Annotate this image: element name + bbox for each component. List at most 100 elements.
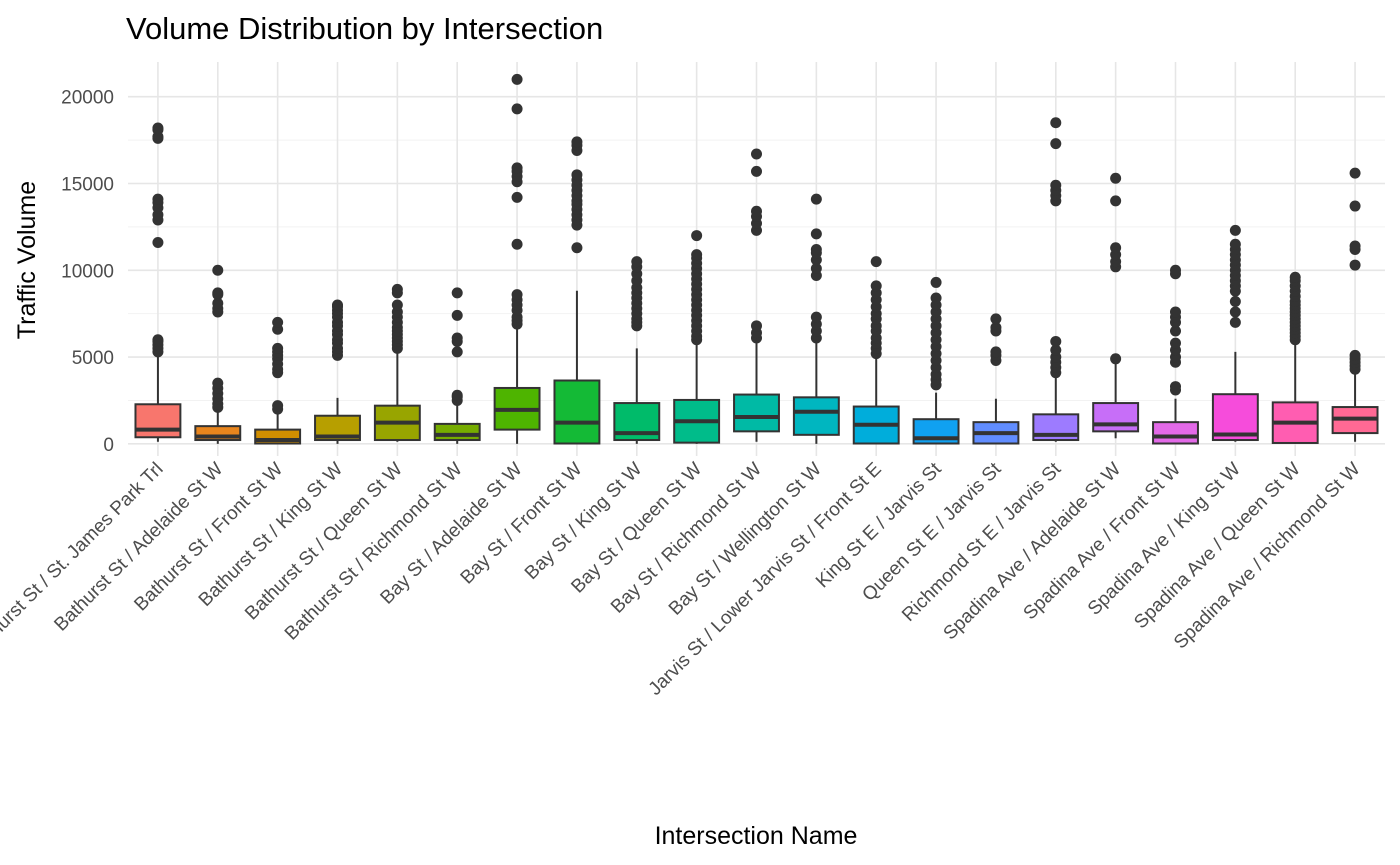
outlier-point (1050, 335, 1062, 347)
outlier-point (152, 334, 164, 346)
outlier-point (1349, 240, 1361, 252)
outlier-point (691, 230, 703, 242)
outlier-point (511, 238, 523, 250)
box-series (134, 73, 1379, 445)
outlier-point (1170, 325, 1181, 337)
outlier-point (990, 313, 1002, 325)
chart-title: Volume Distribution by Intersection (126, 11, 603, 46)
box-group (1032, 117, 1080, 442)
box-group (1211, 224, 1259, 442)
outlier-point (1110, 172, 1122, 184)
outlier-point (1349, 259, 1361, 271)
y-tick-label: 5000 (72, 348, 114, 369)
outlier-point (691, 249, 703, 261)
outlier-point (152, 237, 164, 249)
outlier-point (810, 263, 822, 275)
y-tick-label: 20000 (61, 88, 114, 109)
outlier-point (1349, 349, 1361, 361)
outlier-point (511, 289, 523, 301)
outlier-point (1349, 167, 1361, 179)
outlier-point (990, 322, 1002, 334)
box-group (373, 283, 421, 442)
box-group (493, 73, 541, 444)
x-tick-label: Bathurst St / St. James Park Trl (0, 459, 167, 661)
outlier-point (152, 122, 164, 134)
box (733, 393, 780, 433)
outlier-point (1050, 117, 1062, 129)
y-axis-title: Traffic Volume (13, 181, 41, 339)
box-group (254, 316, 302, 445)
outlier-point (751, 148, 762, 160)
box (553, 379, 601, 445)
outlier-point (451, 309, 463, 321)
box (433, 422, 481, 442)
outlier-point (332, 299, 343, 311)
outlier-point (810, 311, 822, 323)
outlier-point (1110, 242, 1122, 254)
y-tick-label: 0 (103, 435, 114, 456)
outlier-point (571, 169, 583, 181)
outlier-point (930, 276, 942, 288)
outlier-point (1170, 381, 1181, 393)
outlier-point (212, 287, 224, 299)
outlier-point (1229, 306, 1241, 318)
outlier-point (511, 162, 523, 174)
box-group (673, 230, 721, 444)
box-group (792, 193, 840, 444)
y-tick-label: 15000 (61, 174, 114, 195)
box (134, 403, 182, 439)
outlier-point (1229, 316, 1241, 328)
box-group (194, 264, 242, 444)
box-group (972, 313, 1020, 445)
outlier-point (451, 332, 463, 344)
outlier-point (810, 193, 822, 205)
box-group (613, 256, 661, 444)
box-group (134, 122, 182, 442)
outlier-point (391, 283, 403, 295)
outlier-point (571, 242, 583, 254)
box (1152, 421, 1199, 445)
outlier-point (1050, 344, 1062, 356)
box (1092, 402, 1140, 433)
box-group (1092, 172, 1140, 439)
outlier-point (212, 264, 224, 276)
outlier-point (810, 228, 822, 240)
outlier-point (1170, 337, 1181, 349)
outlier-point (272, 316, 284, 328)
outlier-point (451, 389, 463, 401)
outlier-point (930, 292, 942, 304)
y-tick-label: 10000 (61, 261, 114, 282)
outlier-point (751, 320, 762, 332)
outlier-point (511, 191, 523, 203)
outlier-point (571, 136, 583, 148)
outlier-point (870, 256, 882, 268)
box-group (553, 136, 601, 445)
outlier-point (751, 205, 762, 217)
outlier-point (391, 299, 403, 311)
box-group (912, 276, 960, 445)
box-group (1271, 271, 1319, 444)
y-axis: 0 5000 10000 15000 20000 (61, 88, 114, 456)
outlier-point (1050, 179, 1062, 191)
box (1211, 393, 1259, 442)
outlier-point (870, 280, 882, 292)
outlier-point (990, 346, 1002, 358)
box-group (852, 256, 900, 445)
x-axis-title: Intersection Name (655, 822, 858, 850)
outlier-point (272, 342, 284, 354)
outlier-point (212, 377, 224, 389)
box-group (733, 148, 780, 442)
outlier-point (810, 243, 822, 255)
outlier-point (451, 287, 463, 299)
outlier-point (1170, 264, 1181, 276)
outlier-point (451, 346, 463, 358)
outlier-point (751, 165, 762, 177)
box (792, 396, 840, 436)
outlier-point (1170, 306, 1181, 318)
outlier-point (1229, 224, 1241, 236)
outlier-point (631, 256, 643, 268)
box-group (433, 287, 481, 444)
outlier-point (1289, 271, 1301, 283)
box-group (1152, 264, 1199, 445)
outlier-point (511, 73, 523, 85)
